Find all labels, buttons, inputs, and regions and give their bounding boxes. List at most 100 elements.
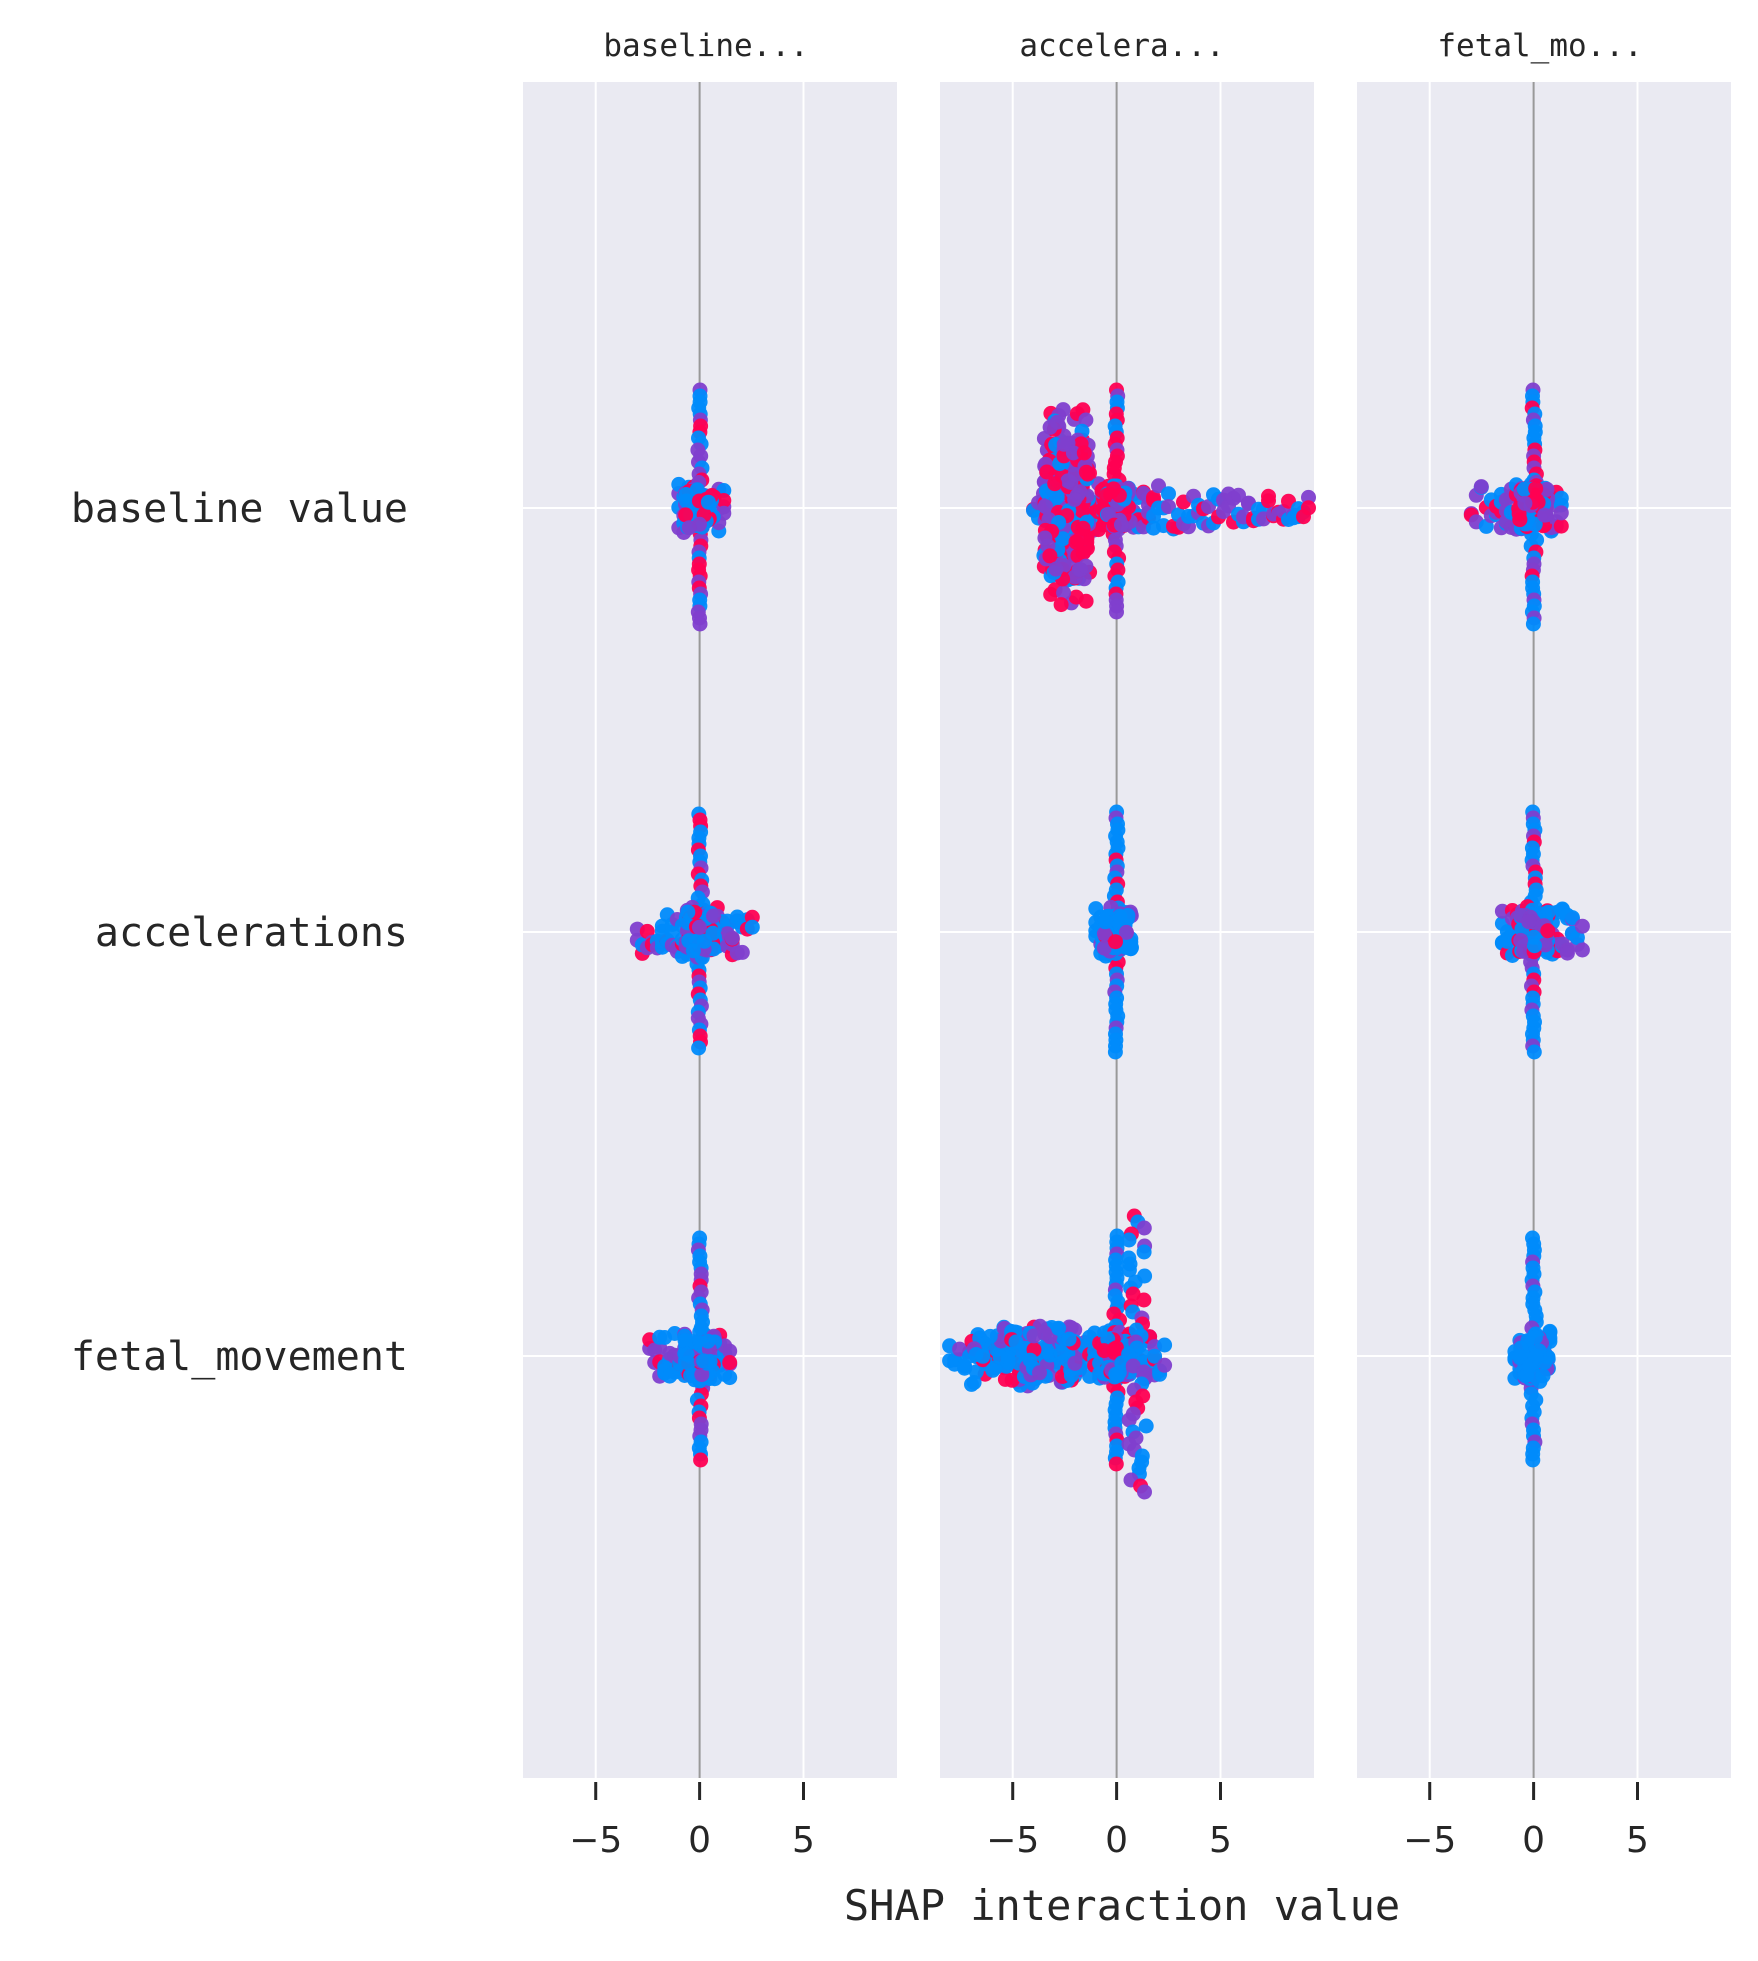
point-block-a-247 bbox=[1047, 476, 1063, 492]
point-4-168 bbox=[680, 904, 696, 920]
point-8-153 bbox=[1147, 1348, 1163, 1364]
point-7-37 bbox=[693, 1452, 709, 1468]
point-block-b-112 bbox=[1061, 1331, 1077, 1347]
point-3-159 bbox=[1539, 481, 1555, 497]
point-block-a-102 bbox=[1068, 589, 1084, 605]
point-block-c-1228 bbox=[1136, 1220, 1152, 1236]
point-block-a-200 bbox=[1038, 499, 1054, 515]
point-block-c-1492 bbox=[1137, 1484, 1152, 1500]
point-5-40 bbox=[1107, 1044, 1123, 1060]
point-7-99 bbox=[722, 1343, 738, 1359]
point-1-138 bbox=[678, 507, 694, 523]
tick-label-2-0: −5 bbox=[986, 1820, 1039, 1861]
point-block-c-1426 bbox=[1138, 1418, 1154, 1434]
point-7-100 bbox=[722, 1355, 738, 1370]
x-axis-title: SHAP interaction value bbox=[844, 1881, 1400, 1930]
point-1-130 bbox=[678, 487, 694, 502]
row-label-baseline-value: baseline value bbox=[71, 486, 408, 532]
point-7-158 bbox=[700, 1333, 716, 1349]
point-2-124 bbox=[1161, 486, 1176, 502]
point-block-a-222 bbox=[1056, 585, 1072, 601]
point-3-161 bbox=[1537, 507, 1553, 523]
point-block-a-223 bbox=[1076, 445, 1092, 461]
point-5-130 bbox=[1097, 914, 1113, 930]
point-1-136 bbox=[700, 494, 716, 510]
row-label-fetal-movement: fetal_movement bbox=[71, 1334, 408, 1380]
point-2-125 bbox=[1161, 499, 1176, 515]
point-2-236 bbox=[1114, 517, 1129, 533]
point-6-164 bbox=[1521, 914, 1537, 930]
panel-title-1: baseline... bbox=[603, 28, 808, 64]
point-2-180 bbox=[1301, 489, 1316, 505]
point-6-98 bbox=[1564, 910, 1580, 926]
point-7-161 bbox=[696, 1353, 712, 1369]
point-4-179 bbox=[691, 919, 707, 935]
point-block-b-116 bbox=[1053, 1345, 1069, 1361]
points-layer bbox=[629, 382, 1590, 1500]
point-4-39 bbox=[691, 1040, 707, 1056]
point-block-b-75 bbox=[966, 1375, 982, 1390]
point-4-178 bbox=[706, 908, 721, 924]
panel-title-2: accelera... bbox=[1019, 28, 1224, 64]
point-block-b-107 bbox=[1067, 1355, 1083, 1371]
point-block-b-106 bbox=[1008, 1334, 1024, 1350]
point-4-109 bbox=[724, 930, 740, 946]
point-7-150 bbox=[694, 1367, 710, 1383]
point-1-39 bbox=[692, 616, 708, 632]
point-6-163 bbox=[1527, 938, 1542, 954]
point-4-176 bbox=[705, 925, 721, 941]
point-block-c-1270 bbox=[1121, 1262, 1137, 1278]
point-6-159 bbox=[1513, 932, 1529, 948]
point-2-181 bbox=[1301, 500, 1316, 516]
tick-label-1-1: 0 bbox=[688, 1820, 711, 1861]
tick-label-3-1: 0 bbox=[1522, 1820, 1545, 1861]
point-3-160 bbox=[1516, 481, 1532, 497]
point-3-163 bbox=[1528, 481, 1544, 497]
point-block-c-1252 bbox=[1136, 1244, 1152, 1260]
point-block-a-256 bbox=[1048, 561, 1064, 577]
point-block-a-246 bbox=[1067, 492, 1083, 507]
point-7-141 bbox=[677, 1333, 693, 1349]
point-3-104 bbox=[1553, 518, 1569, 534]
point-1-123 bbox=[689, 482, 705, 498]
point-block-b-115 bbox=[992, 1349, 1008, 1365]
point-5-132 bbox=[1108, 934, 1123, 950]
point-block-b-110 bbox=[985, 1362, 1001, 1378]
point-4-177 bbox=[685, 943, 701, 959]
point-2-165 bbox=[1261, 488, 1276, 504]
point-7-101 bbox=[722, 1370, 738, 1386]
point-2-241 bbox=[1111, 487, 1127, 503]
point-8-157 bbox=[1157, 1337, 1173, 1353]
point-block-a-259 bbox=[1049, 414, 1065, 430]
point-9-124 bbox=[1527, 1329, 1543, 1345]
point-block-c-1240 bbox=[1121, 1232, 1137, 1248]
row-label-accelerations: accelerations bbox=[95, 910, 408, 956]
point-block-a-228 bbox=[1055, 531, 1071, 547]
point-9-119 bbox=[1535, 1368, 1551, 1384]
point-block-b-117 bbox=[1026, 1328, 1042, 1344]
point-block-a-258 bbox=[1075, 520, 1091, 536]
point-4-114 bbox=[734, 944, 750, 960]
point-block-a-251 bbox=[1039, 464, 1055, 480]
point-9-129 bbox=[1528, 1348, 1544, 1364]
tick-label-3-2: 5 bbox=[1626, 1820, 1649, 1861]
point-5-126 bbox=[1096, 940, 1112, 956]
tick-label-2-1: 0 bbox=[1105, 1820, 1128, 1861]
point-3-165 bbox=[1517, 495, 1533, 511]
tick-label-2-2: 5 bbox=[1209, 1820, 1232, 1861]
point-block-a-235 bbox=[1053, 597, 1069, 613]
point-3-105 bbox=[1553, 505, 1569, 521]
point-8-216 bbox=[1108, 1366, 1124, 1382]
point-9-121 bbox=[1512, 1349, 1528, 1365]
point-3-39 bbox=[1525, 616, 1541, 632]
point-block-a-252 bbox=[1070, 533, 1086, 548]
text-layer: baseline... accelera... fetal_mo... base… bbox=[71, 28, 1649, 1930]
tick-label-1-2: 5 bbox=[792, 1820, 815, 1861]
point-6-103 bbox=[1574, 918, 1590, 934]
point-8-217 bbox=[1108, 1340, 1124, 1356]
point-8-158 bbox=[1157, 1357, 1173, 1373]
point-1-139 bbox=[681, 520, 697, 536]
point-2-238 bbox=[1099, 487, 1115, 503]
